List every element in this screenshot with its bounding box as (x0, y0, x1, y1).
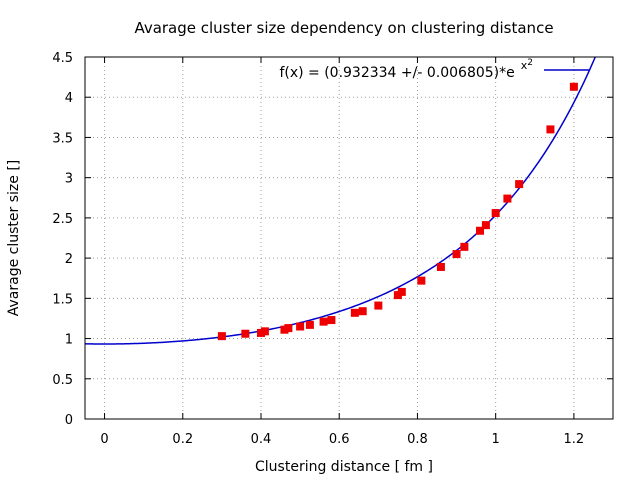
data-points (217, 82, 578, 341)
data-point (436, 262, 445, 271)
data-point (296, 322, 305, 331)
data-point (241, 329, 250, 338)
x-tick-label: 0.6 (329, 432, 350, 447)
y-tick-label: 3 (65, 172, 73, 187)
y-tick-label: 0.5 (52, 373, 73, 388)
chart-title: Avarage cluster size dependency on clust… (134, 19, 553, 37)
data-point (491, 209, 500, 218)
fit-curve-layer (84, 56, 596, 345)
grid (85, 56, 613, 420)
x-axis-label: Clustering distance [ fm ] (255, 459, 433, 475)
legend-label-main: f(x) = (0.932334 +/- 0.006805)*e (279, 65, 514, 81)
data-point (546, 125, 555, 134)
legend: f(x) = (0.932334 +/- 0.006805)*e x2 (279, 58, 589, 81)
data-point (397, 287, 406, 296)
x-tick-label: 0.8 (407, 432, 428, 447)
x-tick-label: 0.2 (172, 432, 193, 447)
data-point (350, 308, 359, 317)
data-point (305, 320, 314, 329)
data-point (374, 301, 383, 310)
legend-label-exp2: 2 (527, 58, 533, 68)
x-tick-label: 1.2 (564, 432, 585, 447)
x-tick-label: 0 (100, 432, 108, 447)
y-tick-label: 1.5 (52, 292, 73, 307)
y-tick-label: 0 (65, 413, 73, 428)
legend-label: f(x) = (0.932334 +/- 0.006805)*e x2 (279, 58, 533, 81)
y-tick-label: 2 (65, 252, 73, 267)
y-tick-label: 1 (65, 333, 73, 348)
data-point (319, 317, 328, 326)
y-axis-label: Avarage cluster size [] (6, 160, 22, 317)
x-tick-label: 1 (492, 432, 500, 447)
data-point (217, 332, 226, 341)
y-tick-label: 4 (65, 91, 73, 106)
data-point (481, 221, 490, 230)
data-point (515, 180, 524, 189)
x-tick-label: 0.4 (251, 432, 272, 447)
y-tick-label: 2.5 (52, 212, 73, 227)
x-ticks: 0 0.2 0.4 0.6 0.8 1 1.2 (100, 57, 584, 447)
data-point (503, 194, 512, 203)
data-point (417, 276, 426, 285)
data-point (460, 242, 469, 251)
data-point (284, 324, 293, 333)
data-point (260, 327, 269, 336)
data-point (476, 226, 485, 235)
data-point (327, 316, 336, 325)
data-point (358, 307, 367, 316)
data-point (452, 250, 461, 259)
plot-frame (84, 56, 614, 420)
y-tick-label: 3.5 (52, 131, 73, 146)
fit-curve (84, 56, 596, 345)
y-ticks: 0 0.5 1 1.5 2 2.5 3 3.5 4 4.5 (52, 51, 613, 428)
y-tick-label: 4.5 (52, 51, 73, 66)
data-point (569, 82, 578, 91)
legend-label-exp: x (521, 59, 528, 72)
